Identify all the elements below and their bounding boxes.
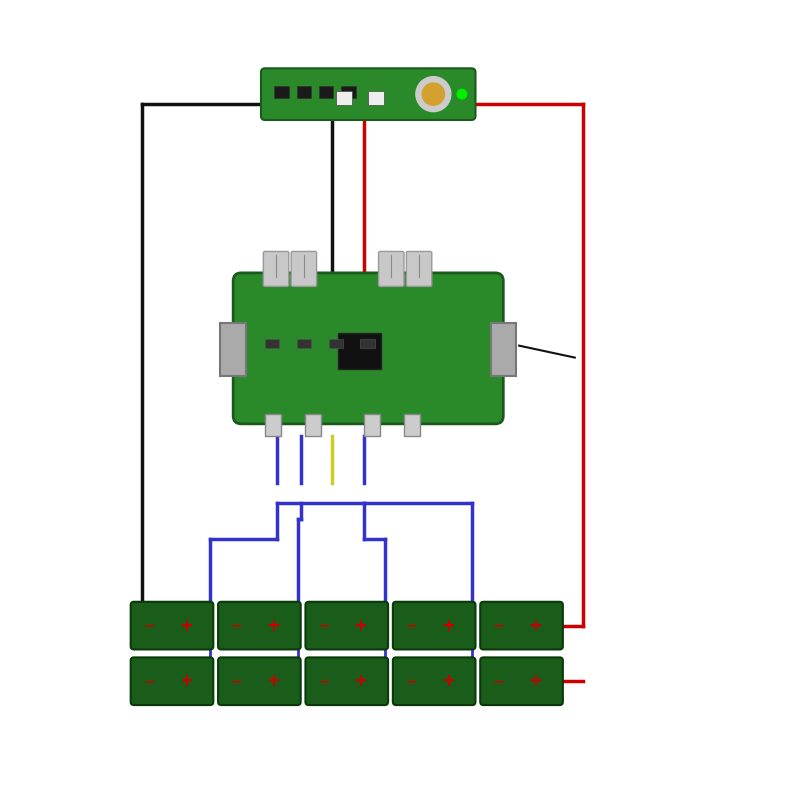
Text: −: − — [318, 618, 330, 633]
Bar — [342, 86, 355, 98]
Text: +: + — [354, 617, 367, 634]
FancyBboxPatch shape — [233, 273, 503, 424]
FancyBboxPatch shape — [306, 602, 388, 650]
Text: +: + — [354, 672, 367, 690]
Text: −: − — [143, 674, 155, 688]
FancyBboxPatch shape — [480, 658, 563, 705]
FancyBboxPatch shape — [306, 658, 388, 705]
Bar — [368, 90, 384, 105]
Circle shape — [422, 83, 445, 106]
FancyBboxPatch shape — [291, 251, 317, 286]
Text: −: − — [230, 618, 242, 633]
Bar — [305, 414, 321, 436]
FancyBboxPatch shape — [130, 602, 214, 650]
Bar — [274, 86, 289, 98]
Bar — [404, 414, 420, 436]
Text: +: + — [266, 617, 280, 634]
FancyBboxPatch shape — [393, 602, 475, 650]
FancyBboxPatch shape — [261, 68, 475, 120]
Bar — [265, 339, 279, 348]
Bar — [297, 86, 311, 98]
Text: +: + — [528, 672, 542, 690]
Circle shape — [458, 90, 466, 99]
Text: +: + — [441, 672, 455, 690]
Text: +: + — [178, 672, 193, 690]
Bar — [360, 339, 374, 348]
Text: −: − — [318, 674, 330, 688]
Bar — [329, 339, 343, 348]
Text: +: + — [528, 617, 542, 634]
FancyBboxPatch shape — [218, 658, 301, 705]
FancyBboxPatch shape — [130, 658, 214, 705]
Text: −: − — [230, 674, 242, 688]
FancyBboxPatch shape — [221, 323, 246, 376]
Text: +: + — [178, 617, 193, 634]
Circle shape — [416, 77, 451, 112]
Bar — [265, 414, 281, 436]
Text: +: + — [266, 672, 280, 690]
Bar — [364, 414, 380, 436]
Text: +: + — [441, 617, 455, 634]
FancyBboxPatch shape — [218, 602, 301, 650]
Text: −: − — [493, 618, 505, 633]
Text: −: − — [406, 674, 417, 688]
Text: −: − — [143, 618, 155, 633]
Bar — [297, 339, 311, 348]
Text: −: − — [493, 674, 505, 688]
FancyBboxPatch shape — [263, 251, 289, 286]
FancyBboxPatch shape — [490, 323, 516, 376]
Text: −: − — [406, 618, 417, 633]
Bar — [338, 333, 382, 369]
FancyBboxPatch shape — [393, 658, 475, 705]
Bar — [337, 90, 352, 105]
FancyBboxPatch shape — [378, 251, 404, 286]
FancyBboxPatch shape — [480, 602, 563, 650]
Bar — [319, 86, 334, 98]
FancyBboxPatch shape — [406, 251, 432, 286]
